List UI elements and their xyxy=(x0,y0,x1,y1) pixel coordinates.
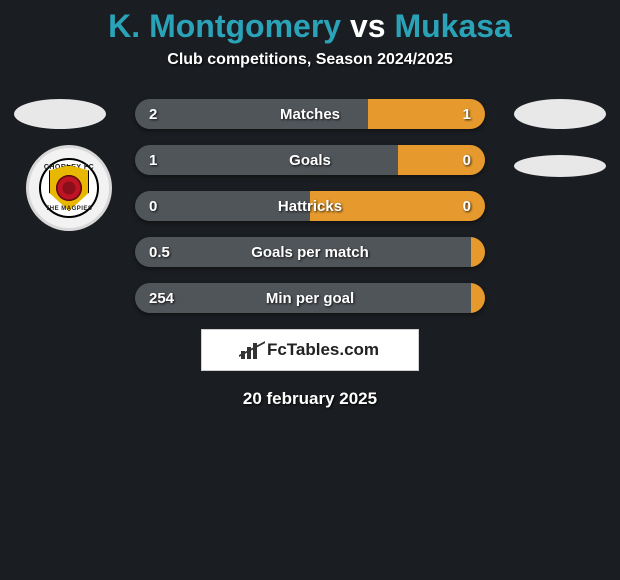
bars-trend-icon xyxy=(241,341,263,359)
player-a-name: K. Montgomery xyxy=(108,8,341,44)
stat-row: 21Matches xyxy=(135,99,485,129)
date-label: 20 february 2025 xyxy=(0,389,620,409)
badge-bottom-text: THE MAGPIES xyxy=(46,206,93,212)
value-player-b: 0 xyxy=(463,152,471,169)
subtitle: Club competitions, Season 2024/2025 xyxy=(0,51,620,69)
value-player-b: 1 xyxy=(463,106,471,123)
bar-player-b: 0 xyxy=(398,145,486,175)
stat-row: 254Min per goal xyxy=(135,283,485,313)
club-badge: CHORLEY FC THE MAGPIES xyxy=(26,145,112,231)
value-player-a: 0.5 xyxy=(149,244,170,261)
bar-player-a: 254 xyxy=(135,283,471,313)
bar-player-a: 0 xyxy=(135,191,310,221)
watermark-text: FcTables.com xyxy=(267,340,379,360)
page-title: K. Montgomery vs Mukasa xyxy=(0,0,620,45)
stat-row: 0.5Goals per match xyxy=(135,237,485,267)
watermark: FcTables.com xyxy=(201,329,419,371)
bar-player-b: 0 xyxy=(310,191,485,221)
decor-ellipse-left xyxy=(14,99,106,129)
vs-separator: vs xyxy=(341,8,394,44)
value-player-a: 2 xyxy=(149,106,157,123)
bar-player-a: 2 xyxy=(135,99,368,129)
value-player-a: 254 xyxy=(149,290,174,307)
bar-player-a: 0.5 xyxy=(135,237,471,267)
decor-ellipse-right-1 xyxy=(514,99,606,129)
bar-player-b: 1 xyxy=(368,99,485,129)
stats-area: CHORLEY FC THE MAGPIES 21Matches10Goals0… xyxy=(0,99,620,313)
badge-shield xyxy=(49,165,89,211)
value-player-a: 0 xyxy=(149,198,157,215)
club-badge-inner: CHORLEY FC THE MAGPIES xyxy=(39,158,99,218)
decor-ellipse-right-2 xyxy=(514,155,606,177)
stat-row: 10Goals xyxy=(135,145,485,175)
bar-player-b xyxy=(471,237,485,267)
badge-rose-icon xyxy=(56,175,82,201)
player-b-name: Mukasa xyxy=(394,8,511,44)
bar-player-a: 1 xyxy=(135,145,398,175)
bar-player-b xyxy=(471,283,485,313)
value-player-b: 0 xyxy=(463,198,471,215)
value-player-a: 1 xyxy=(149,152,157,169)
stat-row: 00Hattricks xyxy=(135,191,485,221)
stat-rows: 21Matches10Goals00Hattricks0.5Goals per … xyxy=(135,99,485,313)
